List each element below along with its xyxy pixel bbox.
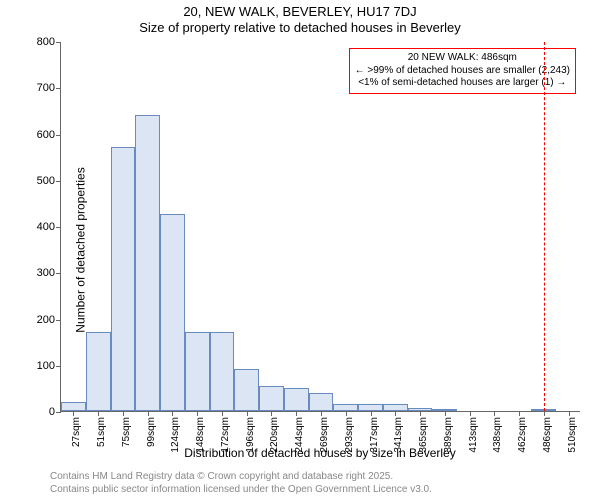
x-tick-mark (445, 411, 446, 416)
x-tick-mark (321, 411, 322, 416)
annotation-line-1: 20 NEW WALK: 486sqm (355, 52, 570, 65)
y-tick-label: 200 (37, 314, 61, 326)
y-tick-label: 500 (37, 175, 61, 187)
x-tick-label: 51sqm (96, 417, 107, 447)
x-tick-mark (172, 411, 173, 416)
x-tick-mark (544, 411, 545, 416)
y-tick-label: 800 (37, 36, 61, 48)
histogram-bar (383, 404, 408, 411)
histogram-bar (309, 393, 334, 412)
x-tick-mark (73, 411, 74, 416)
x-tick-label: 99sqm (146, 417, 157, 447)
histogram-bar (284, 388, 309, 411)
attribution-text: Contains HM Land Registry data © Crown c… (50, 471, 432, 496)
histogram-bar (61, 402, 86, 411)
histogram-bar (135, 115, 160, 411)
x-tick-mark (123, 411, 124, 416)
marker-line (544, 42, 545, 411)
histogram-bar (111, 147, 136, 411)
x-tick-mark (271, 411, 272, 416)
y-tick-label: 0 (49, 406, 61, 418)
chart-title-sub: Size of property relative to detached ho… (0, 20, 600, 35)
plot-area: 20 NEW WALK: 486sqm ← >99% of detached h… (60, 42, 580, 412)
x-tick-mark (148, 411, 149, 416)
histogram-bar (210, 332, 235, 411)
x-tick-label: 27sqm (71, 417, 82, 447)
x-tick-mark (197, 411, 198, 416)
x-tick-mark (98, 411, 99, 416)
x-tick-mark (222, 411, 223, 416)
y-tick-label: 700 (37, 82, 61, 94)
chart-title-main: 20, NEW WALK, BEVERLEY, HU17 7DJ (0, 4, 600, 19)
histogram-bar (185, 332, 210, 411)
histogram-bar (160, 214, 185, 411)
annotation-line-2: ← >99% of detached houses are smaller (2… (355, 65, 570, 78)
histogram-bar (86, 332, 111, 411)
x-tick-mark (494, 411, 495, 416)
x-tick-label: 75sqm (121, 417, 132, 447)
x-axis-label: Distribution of detached houses by size … (50, 446, 590, 460)
x-tick-mark (470, 411, 471, 416)
x-tick-mark (247, 411, 248, 416)
attribution-line-2: Contains public sector information licen… (50, 484, 432, 497)
annotation-line-3: <1% of semi-detached houses are larger (… (355, 77, 570, 90)
y-tick-label: 400 (37, 221, 61, 233)
y-tick-label: 100 (37, 360, 61, 372)
annotation-box: 20 NEW WALK: 486sqm ← >99% of detached h… (349, 48, 576, 94)
chart-container: 20, NEW WALK, BEVERLEY, HU17 7DJ Size of… (0, 0, 600, 500)
histogram-bar (259, 386, 284, 411)
x-tick-mark (296, 411, 297, 416)
x-tick-mark (420, 411, 421, 416)
histogram-bar (333, 404, 358, 411)
x-tick-mark (519, 411, 520, 416)
attribution-line-1: Contains HM Land Registry data © Crown c… (50, 471, 432, 484)
y-tick-label: 300 (37, 267, 61, 279)
x-tick-mark (371, 411, 372, 416)
x-tick-mark (395, 411, 396, 416)
y-tick-label: 600 (37, 129, 61, 141)
x-tick-mark (346, 411, 347, 416)
histogram-bar (234, 369, 259, 411)
x-tick-mark (569, 411, 570, 416)
histogram-bar (358, 404, 383, 411)
